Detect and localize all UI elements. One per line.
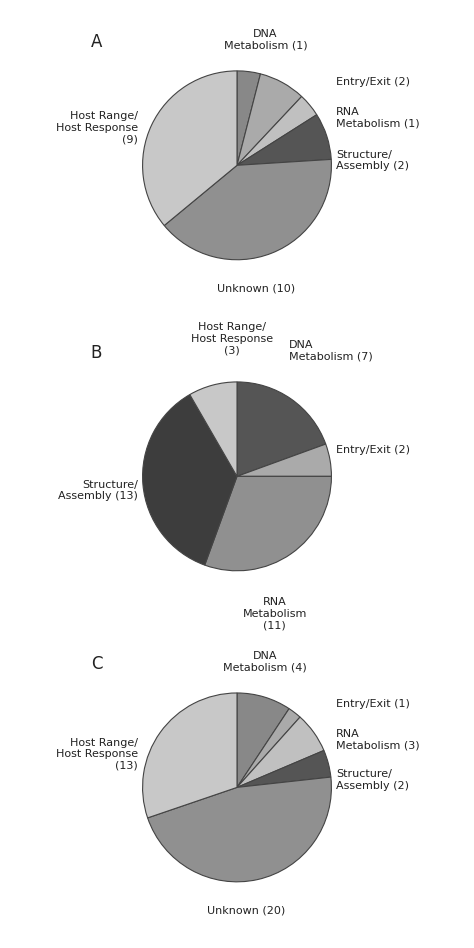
Wedge shape <box>190 382 237 476</box>
Wedge shape <box>164 159 331 260</box>
Text: B: B <box>91 344 102 362</box>
Text: Unknown (20): Unknown (20) <box>207 905 285 916</box>
Wedge shape <box>237 97 317 165</box>
Wedge shape <box>237 382 326 476</box>
Wedge shape <box>237 115 331 165</box>
Text: RNA
Metabolism (1): RNA Metabolism (1) <box>336 107 420 129</box>
Text: Unknown (10): Unknown (10) <box>217 283 295 293</box>
Text: Host Range/
Host Response
(3): Host Range/ Host Response (3) <box>191 322 273 356</box>
Wedge shape <box>237 444 331 476</box>
Wedge shape <box>237 74 301 165</box>
Text: Structure/
Assembly (13): Structure/ Assembly (13) <box>58 480 138 501</box>
Wedge shape <box>237 709 300 788</box>
Text: Entry/Exit (2): Entry/Exit (2) <box>336 77 410 87</box>
Wedge shape <box>143 394 237 565</box>
Text: Structure/
Assembly (2): Structure/ Assembly (2) <box>336 150 409 172</box>
Text: Host Range/
Host Response
(13): Host Range/ Host Response (13) <box>56 738 138 771</box>
Wedge shape <box>205 476 331 571</box>
Text: RNA
Metabolism
(11): RNA Metabolism (11) <box>243 597 307 630</box>
Text: Entry/Exit (1): Entry/Exit (1) <box>336 700 410 709</box>
Wedge shape <box>237 717 324 788</box>
Wedge shape <box>237 751 331 788</box>
Wedge shape <box>143 71 237 226</box>
Wedge shape <box>147 777 331 882</box>
Text: DNA
Metabolism (4): DNA Metabolism (4) <box>223 650 307 672</box>
Text: DNA
Metabolism (1): DNA Metabolism (1) <box>224 28 307 50</box>
Text: RNA
Metabolism (3): RNA Metabolism (3) <box>336 729 420 751</box>
Wedge shape <box>237 71 261 165</box>
Wedge shape <box>143 693 237 818</box>
Text: Entry/Exit (2): Entry/Exit (2) <box>336 445 410 455</box>
Text: DNA
Metabolism (7): DNA Metabolism (7) <box>289 339 373 361</box>
Text: A: A <box>91 33 102 51</box>
Text: Structure/
Assembly (2): Structure/ Assembly (2) <box>336 769 409 791</box>
Text: Host Range/
Host Response
(9): Host Range/ Host Response (9) <box>56 111 138 144</box>
Wedge shape <box>237 693 289 788</box>
Text: C: C <box>91 655 102 673</box>
